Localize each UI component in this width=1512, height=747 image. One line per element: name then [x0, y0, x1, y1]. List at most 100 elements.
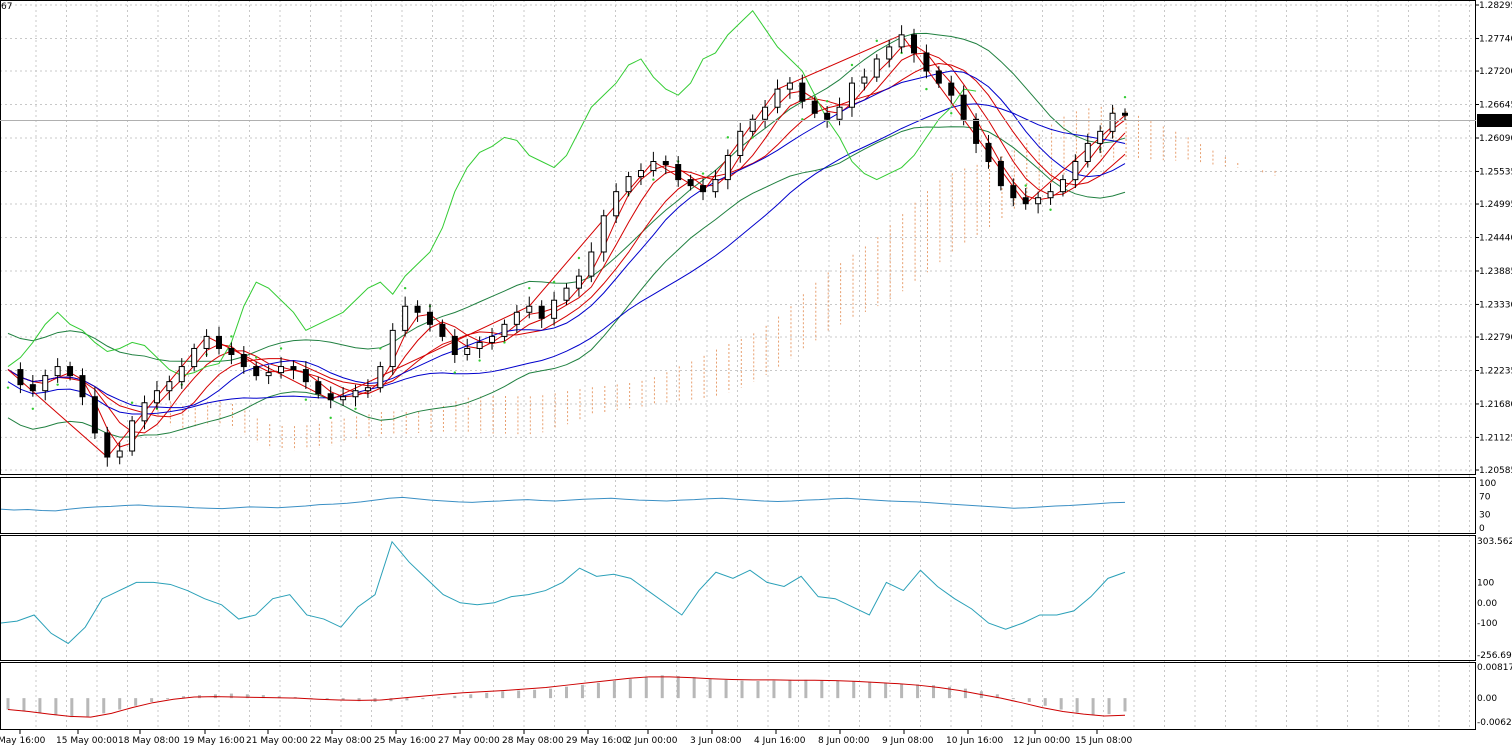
macd-bar: [293, 696, 297, 699]
macd-bar: [724, 679, 728, 699]
candle-body: [215, 335, 222, 349]
sar-dot: [31, 407, 35, 410]
candle-body: [166, 381, 173, 392]
y-tick-label: 1.24995: [1479, 200, 1512, 210]
ma-red-line: [7, 52, 1126, 434]
x-tick-label: 28 May 08:00: [502, 736, 564, 746]
macd-tick-label: -0.006271: [1477, 718, 1512, 728]
candle-body: [848, 82, 855, 108]
macd-bar: [166, 698, 170, 700]
chikou-line: [7, 9, 977, 377]
osc1-tick-label: 70: [1479, 493, 1491, 503]
sar-dot: [6, 386, 10, 389]
candle-body: [724, 154, 731, 181]
y-tick-label: 1.25535: [1479, 167, 1512, 177]
x-tick-label: 25 May 16:00: [374, 736, 436, 746]
macd-bar: [1027, 698, 1031, 702]
macd-bar: [932, 685, 936, 699]
candle-body: [873, 58, 880, 78]
candle-body: [687, 179, 694, 187]
bollinger-upper: [7, 32, 1126, 362]
x-tick-label: 29 May 16:00: [566, 736, 628, 746]
sar-dot: [354, 407, 357, 410]
sar-dot: [850, 63, 854, 67]
candle-body: [302, 369, 309, 383]
macd-bar: [70, 698, 74, 718]
x-tick-label: 4 Jun 16:00: [754, 736, 806, 746]
macd-bar: [6, 698, 10, 710]
candle-body: [886, 46, 893, 60]
macd-bar: [1011, 698, 1015, 700]
candle-body: [898, 34, 905, 48]
candle-body: [911, 34, 918, 54]
macd-bar: [676, 676, 680, 699]
sar-dot: [453, 371, 456, 374]
y-tick-label: 1.28295: [1479, 1, 1512, 11]
sar-dot: [801, 118, 804, 121]
macd-bar: [565, 686, 568, 699]
x-tick-label: 21 May 00:00: [246, 736, 308, 746]
candle-body: [923, 52, 930, 72]
candle-body: [650, 161, 657, 172]
candle-body: [1122, 112, 1128, 116]
candle-body: [228, 347, 235, 356]
macd-bar: [612, 681, 616, 699]
osc1-line: [0, 496, 1126, 512]
candle-body: [265, 372, 272, 377]
candle-body: [613, 191, 620, 217]
current-price-label: 1.26467: [1479, 117, 1512, 127]
macd-bar: [708, 679, 712, 699]
candle-body: [278, 366, 285, 374]
macd-bar: [405, 698, 409, 701]
osc2-tick-label: 0.00: [1477, 599, 1497, 609]
macd-bar: [756, 681, 760, 699]
moving-averages: [7, 44, 1126, 448]
candle-body: [1109, 112, 1116, 132]
sar-dot: [726, 136, 730, 139]
sar-dot: [825, 99, 829, 103]
macd-panel: 0.008178 0.00 -0.006271: [6, 663, 1512, 728]
sar-dot: [1049, 208, 1052, 211]
candle-body: [526, 305, 533, 313]
candle-body: [861, 76, 868, 84]
candle-body: [439, 323, 446, 337]
x-tick-label: 10 Jun 16:00: [946, 736, 1003, 746]
candle-body: [575, 275, 582, 289]
macd-bar: [261, 695, 265, 699]
y-tick-label: 1.24440: [1479, 234, 1512, 244]
osc2-tick-label: -256.6913: [1477, 651, 1512, 661]
candle-body: [737, 130, 744, 156]
candle-body: [17, 369, 24, 386]
candle-body: [340, 396, 347, 401]
sar-dot: [577, 256, 581, 260]
candle-body: [426, 311, 433, 325]
candle-body: [191, 347, 198, 368]
candle-body: [824, 112, 831, 120]
sar-dot: [279, 347, 283, 350]
macd-bar: [421, 698, 425, 700]
macd-bar: [38, 698, 42, 714]
y-tick-label: 1.22790: [1479, 333, 1512, 343]
candle-body: [637, 170, 644, 178]
osc2-tick-label: 303.5623: [1477, 537, 1512, 547]
x-tick-label: May 16:00: [0, 736, 46, 746]
sar-dot: [528, 286, 531, 290]
macd-bar: [644, 677, 648, 699]
x-tick-label: 9 Jun 08:00: [882, 736, 934, 746]
macd-bar: [836, 680, 840, 699]
candle-body: [985, 142, 992, 163]
macd-bar: [820, 680, 824, 699]
bollinger-bands: [7, 32, 1126, 438]
macd-bar: [86, 698, 90, 717]
candle-body: [960, 94, 967, 120]
candle-body: [1035, 197, 1042, 205]
sar-dot: [552, 280, 556, 284]
sar-dot: [379, 347, 382, 350]
macd-bar: [134, 698, 138, 706]
macd-bar: [277, 696, 281, 699]
macd-bar: [868, 681, 872, 699]
grid-lines: [0, 0, 1475, 730]
sar-dot: [1024, 184, 1027, 187]
candle-body: [836, 106, 843, 120]
ma-blue-line: [7, 70, 1126, 409]
